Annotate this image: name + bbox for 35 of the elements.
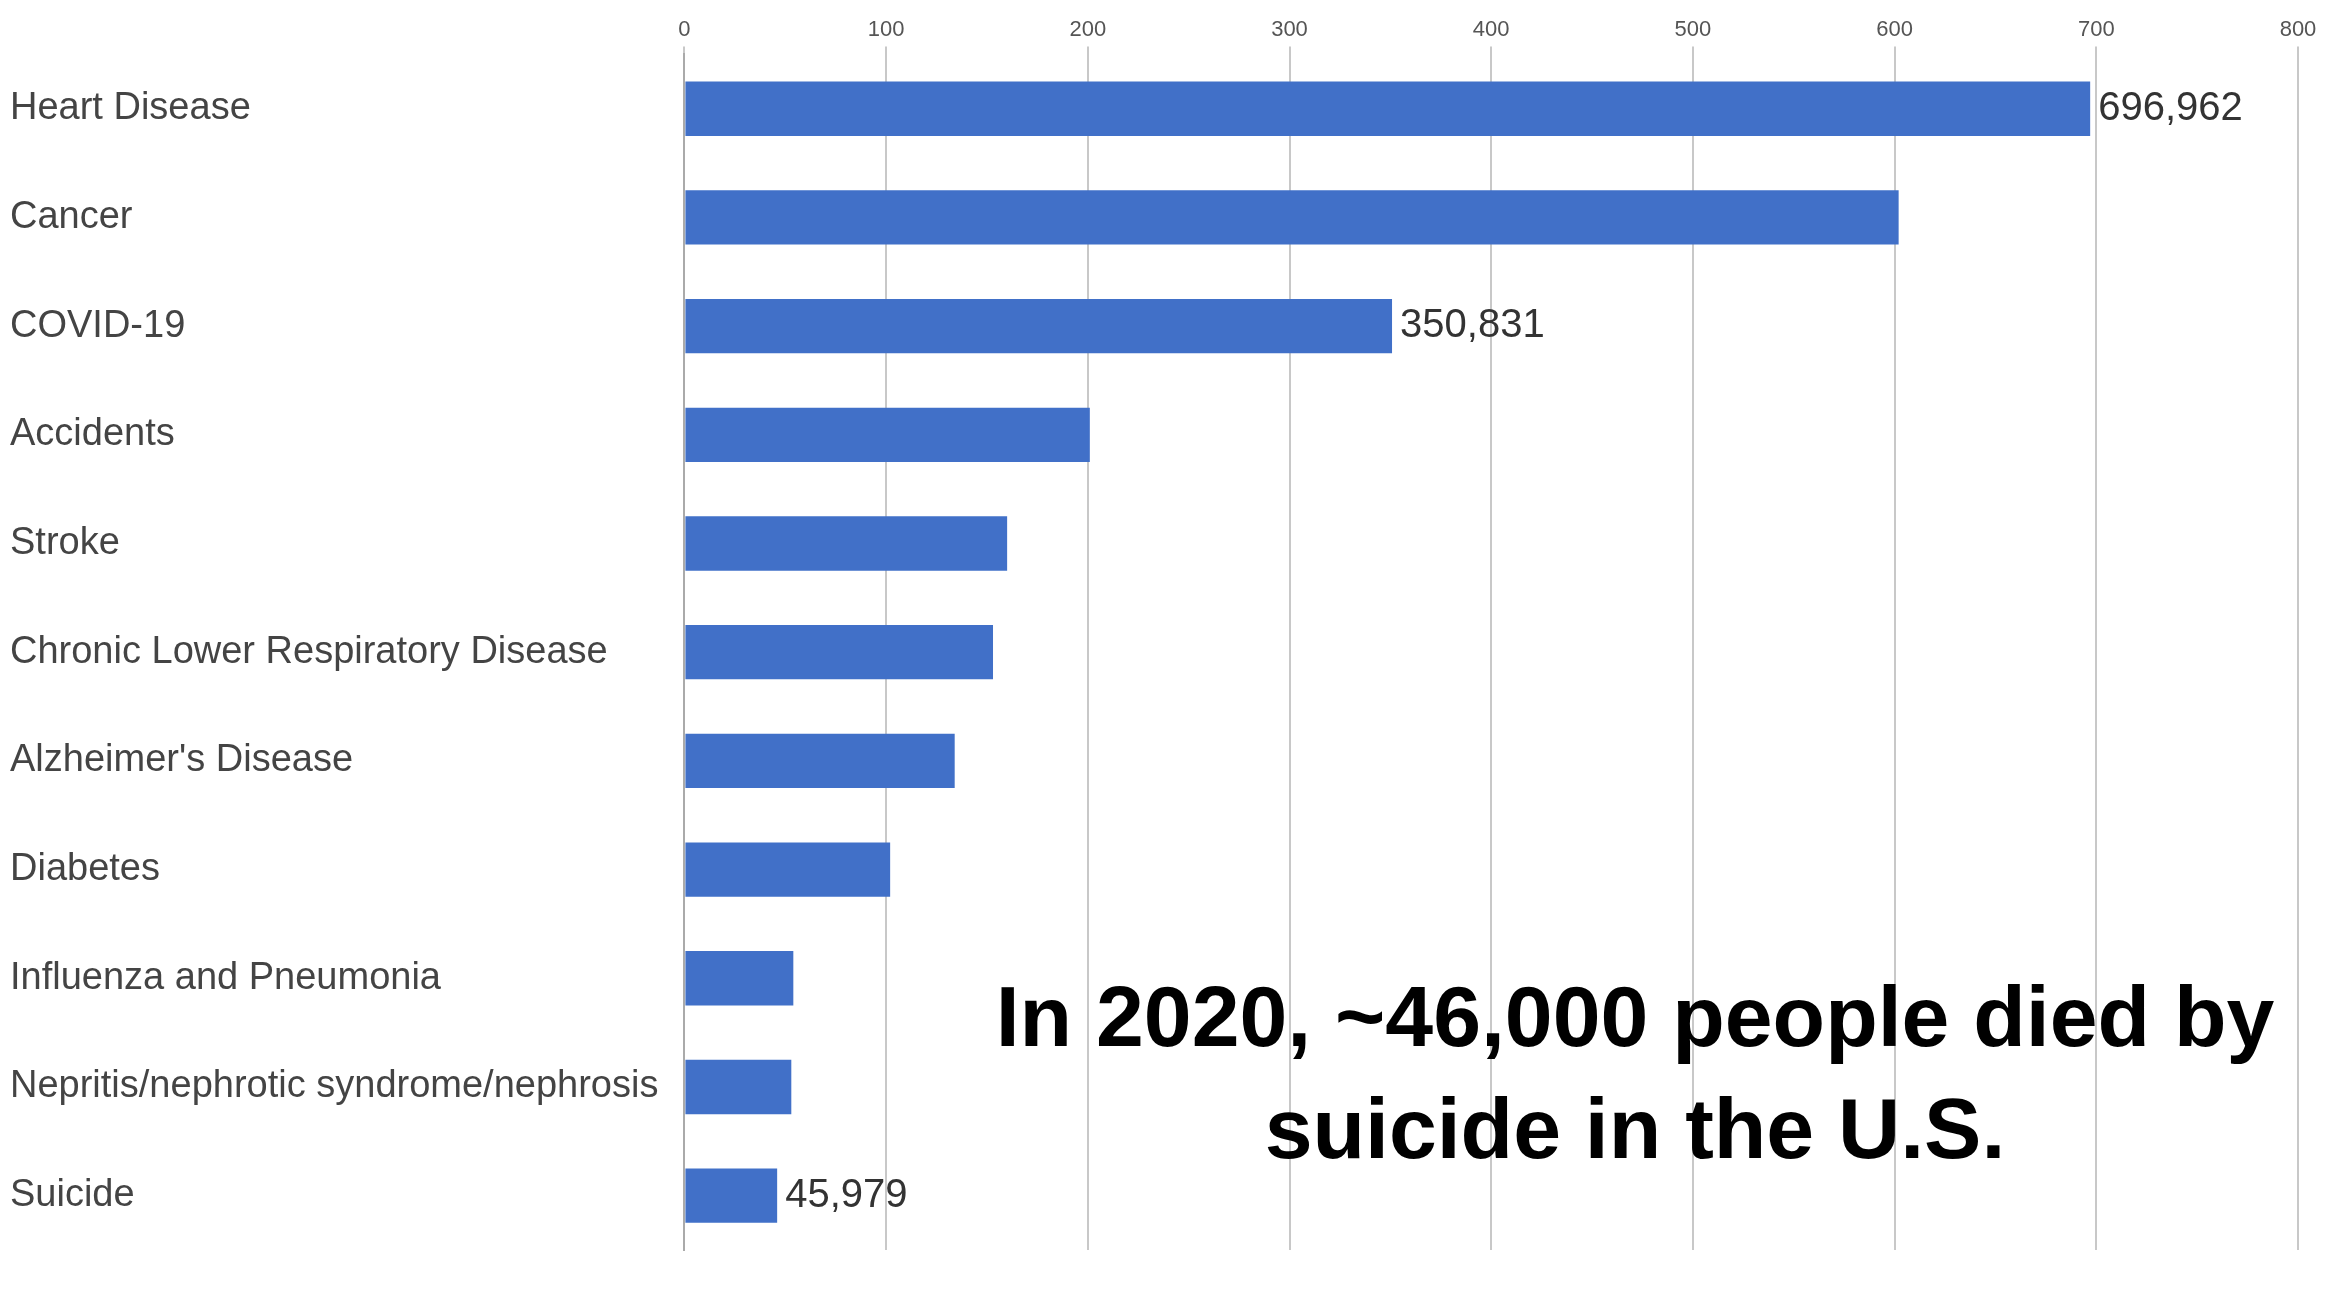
y-tick-label: Nepritis/nephrotic syndrome/nephrosis — [10, 1063, 659, 1106]
x-tick-label: 600 — [1876, 16, 1913, 42]
bar — [685, 1168, 778, 1223]
bar — [685, 81, 2091, 136]
y-tick-label: Chronic Lower Respiratory Disease — [10, 628, 608, 671]
x-tick-label: 100 — [867, 16, 905, 42]
x-tick-label: 0 — [678, 16, 691, 42]
x-tick-label: 800 — [2279, 16, 2317, 42]
annotation: 696,962 — [2098, 83, 2243, 128]
bar — [685, 625, 994, 680]
y-tick-label: Diabetes — [10, 846, 160, 889]
annotation: 350,831 — [1400, 301, 1545, 346]
x-tick-label: 700 — [2077, 16, 2115, 42]
bar — [685, 190, 1899, 245]
bar — [685, 733, 955, 789]
bar — [685, 1059, 792, 1115]
annotation: 45,979 — [785, 1170, 908, 1215]
annotation: In 2020, ~46,000 people died by suicide in the U.S. — [994, 967, 2276, 1178]
bar — [685, 842, 891, 897]
x-tick-label: 300 — [1271, 16, 1308, 42]
bar — [685, 516, 1008, 571]
y-tick-label: Alzheimer's Disease — [10, 737, 354, 780]
y-tick-label: Accidents — [10, 411, 175, 454]
y-tick-label: Stroke — [10, 519, 120, 562]
bar — [685, 298, 1393, 354]
y-tick-label: Influenza and Pneumonia — [10, 954, 442, 997]
x-tick-label: 200 — [1069, 16, 1107, 42]
y-tick-label: Suicide — [10, 1172, 135, 1215]
x-tick-label: 400 — [1472, 16, 1510, 42]
y-tick-label: COVID-19 — [10, 302, 186, 345]
y-tick-label: Cancer — [10, 193, 133, 236]
x-tick-label: 500 — [1674, 16, 1712, 42]
bar — [685, 407, 1090, 462]
y-tick-label: Heart Disease — [10, 85, 251, 128]
bar — [685, 951, 794, 1006]
